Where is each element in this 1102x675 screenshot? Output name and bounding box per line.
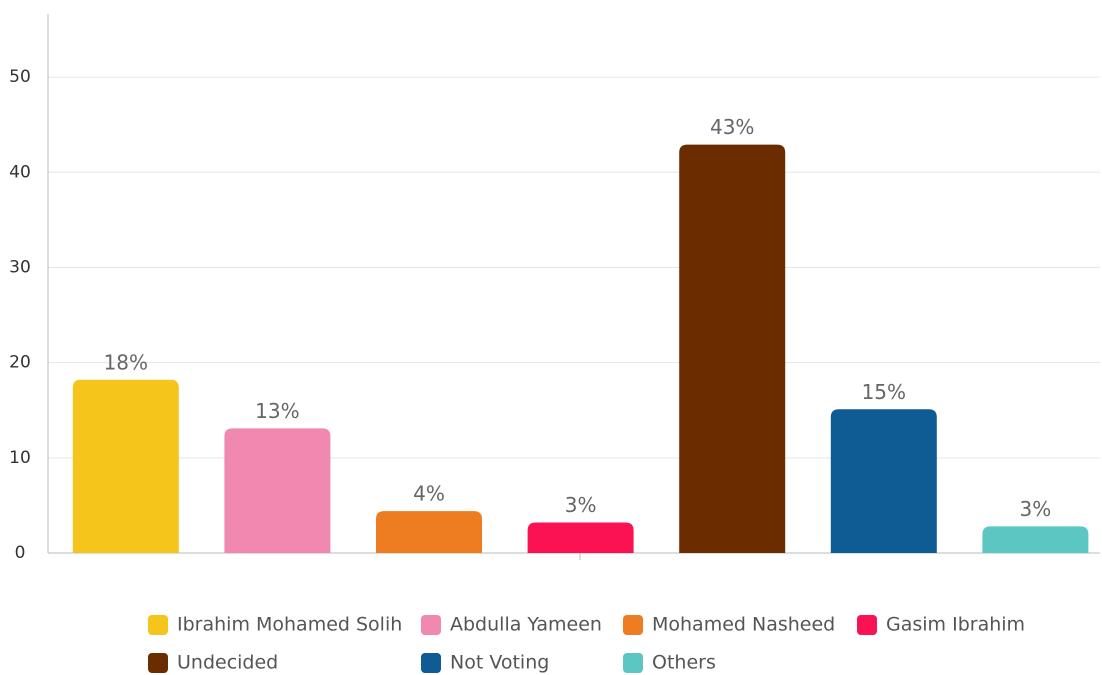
y-tick-label: 0 <box>15 543 26 563</box>
y-tick-label: 10 <box>9 448 31 468</box>
legend-swatch <box>623 615 643 635</box>
legend-label: Gasim Ibrahim <box>886 614 1025 636</box>
y-tick-label: 30 <box>9 257 31 277</box>
legend-swatch <box>421 653 441 673</box>
y-tick-label: 40 <box>9 162 31 182</box>
bar <box>224 428 331 553</box>
legend-swatch <box>857 615 877 635</box>
legend-label: Mohamed Nasheed <box>652 614 835 636</box>
bar <box>830 409 937 553</box>
bar <box>982 526 1089 553</box>
value-label: 13% <box>255 399 299 423</box>
bar <box>376 511 482 553</box>
legend-label: Others <box>652 652 716 674</box>
legend-label: Abdulla Yameen <box>450 614 602 636</box>
legend-swatch <box>623 653 643 673</box>
y-tick-label: 20 <box>9 353 31 373</box>
value-label: 3% <box>1020 497 1052 521</box>
bar <box>527 522 634 553</box>
legend-swatch <box>421 615 441 635</box>
legend-label: Not Voting <box>450 652 549 674</box>
value-label: 3% <box>565 493 597 517</box>
bar <box>72 379 179 553</box>
value-label: 15% <box>862 380 906 404</box>
value-label: 18% <box>104 350 148 374</box>
y-tick-label: 50 <box>9 67 31 87</box>
legend-swatch <box>148 653 168 673</box>
legend-swatch <box>148 615 168 635</box>
value-label: 43% <box>710 115 754 139</box>
bar <box>679 144 786 553</box>
legend-label: Ibrahim Mohamed Solih <box>177 614 402 636</box>
legend-label: Undecided <box>177 652 278 674</box>
value-label: 4% <box>413 482 445 506</box>
